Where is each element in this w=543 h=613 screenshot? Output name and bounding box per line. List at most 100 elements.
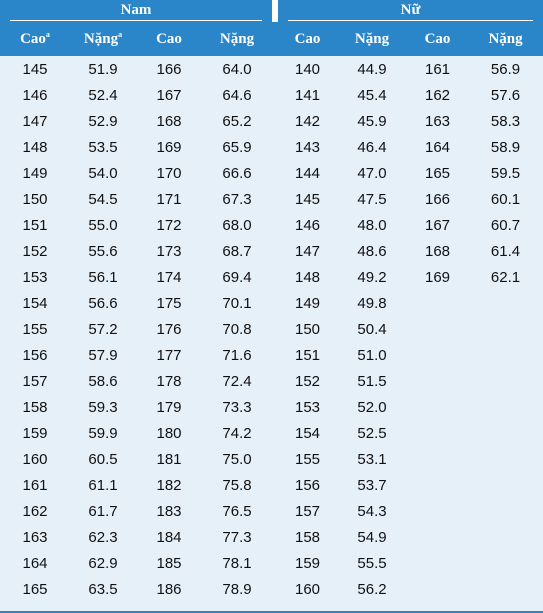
height-cell: 158 bbox=[295, 528, 321, 546]
weight-cell: 59.9 bbox=[88, 424, 118, 442]
height-cell: 156 bbox=[295, 476, 321, 494]
height-cell: 164 bbox=[425, 138, 451, 156]
weight-cell: 62.1 bbox=[490, 268, 521, 286]
weight-cell: 59.5 bbox=[490, 164, 521, 182]
weight-cell: 56.6 bbox=[88, 294, 118, 312]
weight-cell: 64.6 bbox=[222, 86, 252, 104]
height-cell: 171 bbox=[156, 190, 182, 208]
weight-cell: 56.9 bbox=[490, 60, 521, 78]
height-cell: 163 bbox=[425, 112, 451, 130]
weight-cell bbox=[468, 576, 543, 602]
height-cell: 150 bbox=[295, 320, 321, 338]
column-header-label: Cao bbox=[156, 30, 182, 47]
height-cell: 152 bbox=[22, 242, 48, 260]
height-cell: 158 bbox=[22, 398, 48, 416]
group-header-male: Nam bbox=[0, 0, 273, 22]
weight-cell: 59.3 bbox=[88, 398, 118, 416]
table-body: 145 51.9 166 64.0 140 44.9 161 56.9 146 52.4 167 64… bbox=[0, 56, 543, 602]
height-cell: 160 bbox=[22, 450, 48, 468]
height-cell: 175 bbox=[156, 294, 182, 312]
height-cell bbox=[407, 550, 468, 576]
weight-cell: 52.9 bbox=[88, 112, 118, 130]
weight-cell: 61.7 bbox=[88, 502, 118, 520]
weight-cell bbox=[468, 394, 543, 420]
column-header-weight: Nặng bbox=[468, 22, 543, 56]
weight-cell: 53.1 bbox=[357, 450, 387, 468]
weight-cell: 61.1 bbox=[88, 476, 118, 494]
column-header-label: Cao bbox=[294, 30, 321, 47]
height-cell bbox=[407, 290, 468, 316]
weight-cell: 75.0 bbox=[222, 450, 252, 468]
column-header-label: Nặng bbox=[488, 30, 523, 47]
height-cell: 149 bbox=[295, 294, 321, 312]
column-header-weight: Nặng bbox=[337, 22, 408, 56]
height-cell bbox=[407, 394, 468, 420]
table-row: 157 58.6 178 72.4 152 51.5 bbox=[0, 368, 543, 394]
height-cell: 146 bbox=[295, 216, 321, 234]
weight-cell: 46.4 bbox=[357, 138, 387, 156]
weight-cell: 58.3 bbox=[490, 112, 521, 130]
height-cell: 145 bbox=[295, 190, 321, 208]
height-cell: 183 bbox=[156, 502, 182, 520]
weight-cell: 62.9 bbox=[88, 554, 118, 572]
height-cell: 148 bbox=[22, 138, 48, 156]
table-row: 145 51.9 166 64.0 140 44.9 161 56.9 bbox=[0, 56, 543, 82]
height-cell: 165 bbox=[22, 580, 48, 598]
weight-cell: 60.1 bbox=[490, 190, 521, 208]
height-cell: 151 bbox=[295, 346, 321, 364]
column-header-height: Cao bbox=[278, 22, 338, 56]
height-cell: 153 bbox=[295, 398, 321, 416]
weight-cell bbox=[468, 290, 543, 316]
weight-cell: 47.5 bbox=[357, 190, 387, 208]
height-cell: 141 bbox=[295, 86, 321, 104]
weight-cell: 76.5 bbox=[222, 502, 252, 520]
weight-cell: 49.8 bbox=[357, 294, 387, 312]
height-cell: 157 bbox=[22, 372, 48, 390]
height-cell: 180 bbox=[156, 424, 182, 442]
weight-cell: 54.3 bbox=[357, 502, 387, 520]
height-cell bbox=[407, 368, 468, 394]
weight-cell bbox=[468, 550, 543, 576]
weight-cell: 54.0 bbox=[88, 164, 118, 182]
height-cell: 156 bbox=[22, 346, 48, 364]
table-row: 155 57.2 176 70.8 150 50.4 bbox=[0, 316, 543, 342]
column-header-label: Cao bbox=[20, 30, 46, 47]
height-cell: 178 bbox=[156, 372, 182, 390]
column-header-height: Cao bbox=[407, 22, 469, 56]
height-cell: 140 bbox=[295, 60, 321, 78]
table-row: 164 62.9 185 78.1 159 55.5 bbox=[0, 550, 543, 576]
height-cell: 153 bbox=[22, 268, 48, 286]
weight-cell: 55.0 bbox=[88, 216, 118, 234]
weight-cell: 53.7 bbox=[357, 476, 387, 494]
height-cell: 185 bbox=[156, 554, 182, 572]
height-cell bbox=[407, 576, 468, 602]
weight-cell: 58.6 bbox=[88, 372, 118, 390]
height-cell: 151 bbox=[22, 216, 48, 234]
weight-cell bbox=[468, 342, 543, 368]
table-row: 151 55.0 172 68.0 146 48.0 167 60.7 bbox=[0, 212, 543, 238]
table-row: 150 54.5 171 67.3 145 47.5 166 60.1 bbox=[0, 186, 543, 212]
table-row: 163 62.3 184 77.3 158 54.9 bbox=[0, 524, 543, 550]
table-row: 162 61.7 183 76.5 157 54.3 bbox=[0, 498, 543, 524]
weight-cell: 49.2 bbox=[357, 268, 387, 286]
height-cell: 166 bbox=[156, 60, 182, 78]
height-cell: 162 bbox=[22, 502, 48, 520]
column-header-label: Nặng bbox=[219, 30, 255, 47]
height-cell: 174 bbox=[156, 268, 182, 286]
column-header-height: Cao bbox=[136, 22, 202, 56]
weight-cell: 52.0 bbox=[357, 398, 387, 416]
weight-cell: 64.0 bbox=[222, 60, 252, 78]
column-header-height: Caoa bbox=[0, 22, 70, 56]
height-cell: 179 bbox=[156, 398, 182, 416]
weight-cell: 56.1 bbox=[88, 268, 118, 286]
height-cell: 154 bbox=[22, 294, 48, 312]
height-cell: 155 bbox=[22, 320, 48, 338]
height-cell: 162 bbox=[425, 86, 451, 104]
table-row: 149 54.0 170 66.6 144 47.0 165 59.5 bbox=[0, 160, 543, 186]
weight-cell bbox=[468, 524, 543, 550]
weight-cell: 45.9 bbox=[357, 112, 387, 130]
height-cell: 157 bbox=[295, 502, 321, 520]
table-row: 160 60.5 181 75.0 155 53.1 bbox=[0, 446, 543, 472]
height-cell: 167 bbox=[156, 86, 182, 104]
weight-cell: 57.9 bbox=[88, 346, 118, 364]
